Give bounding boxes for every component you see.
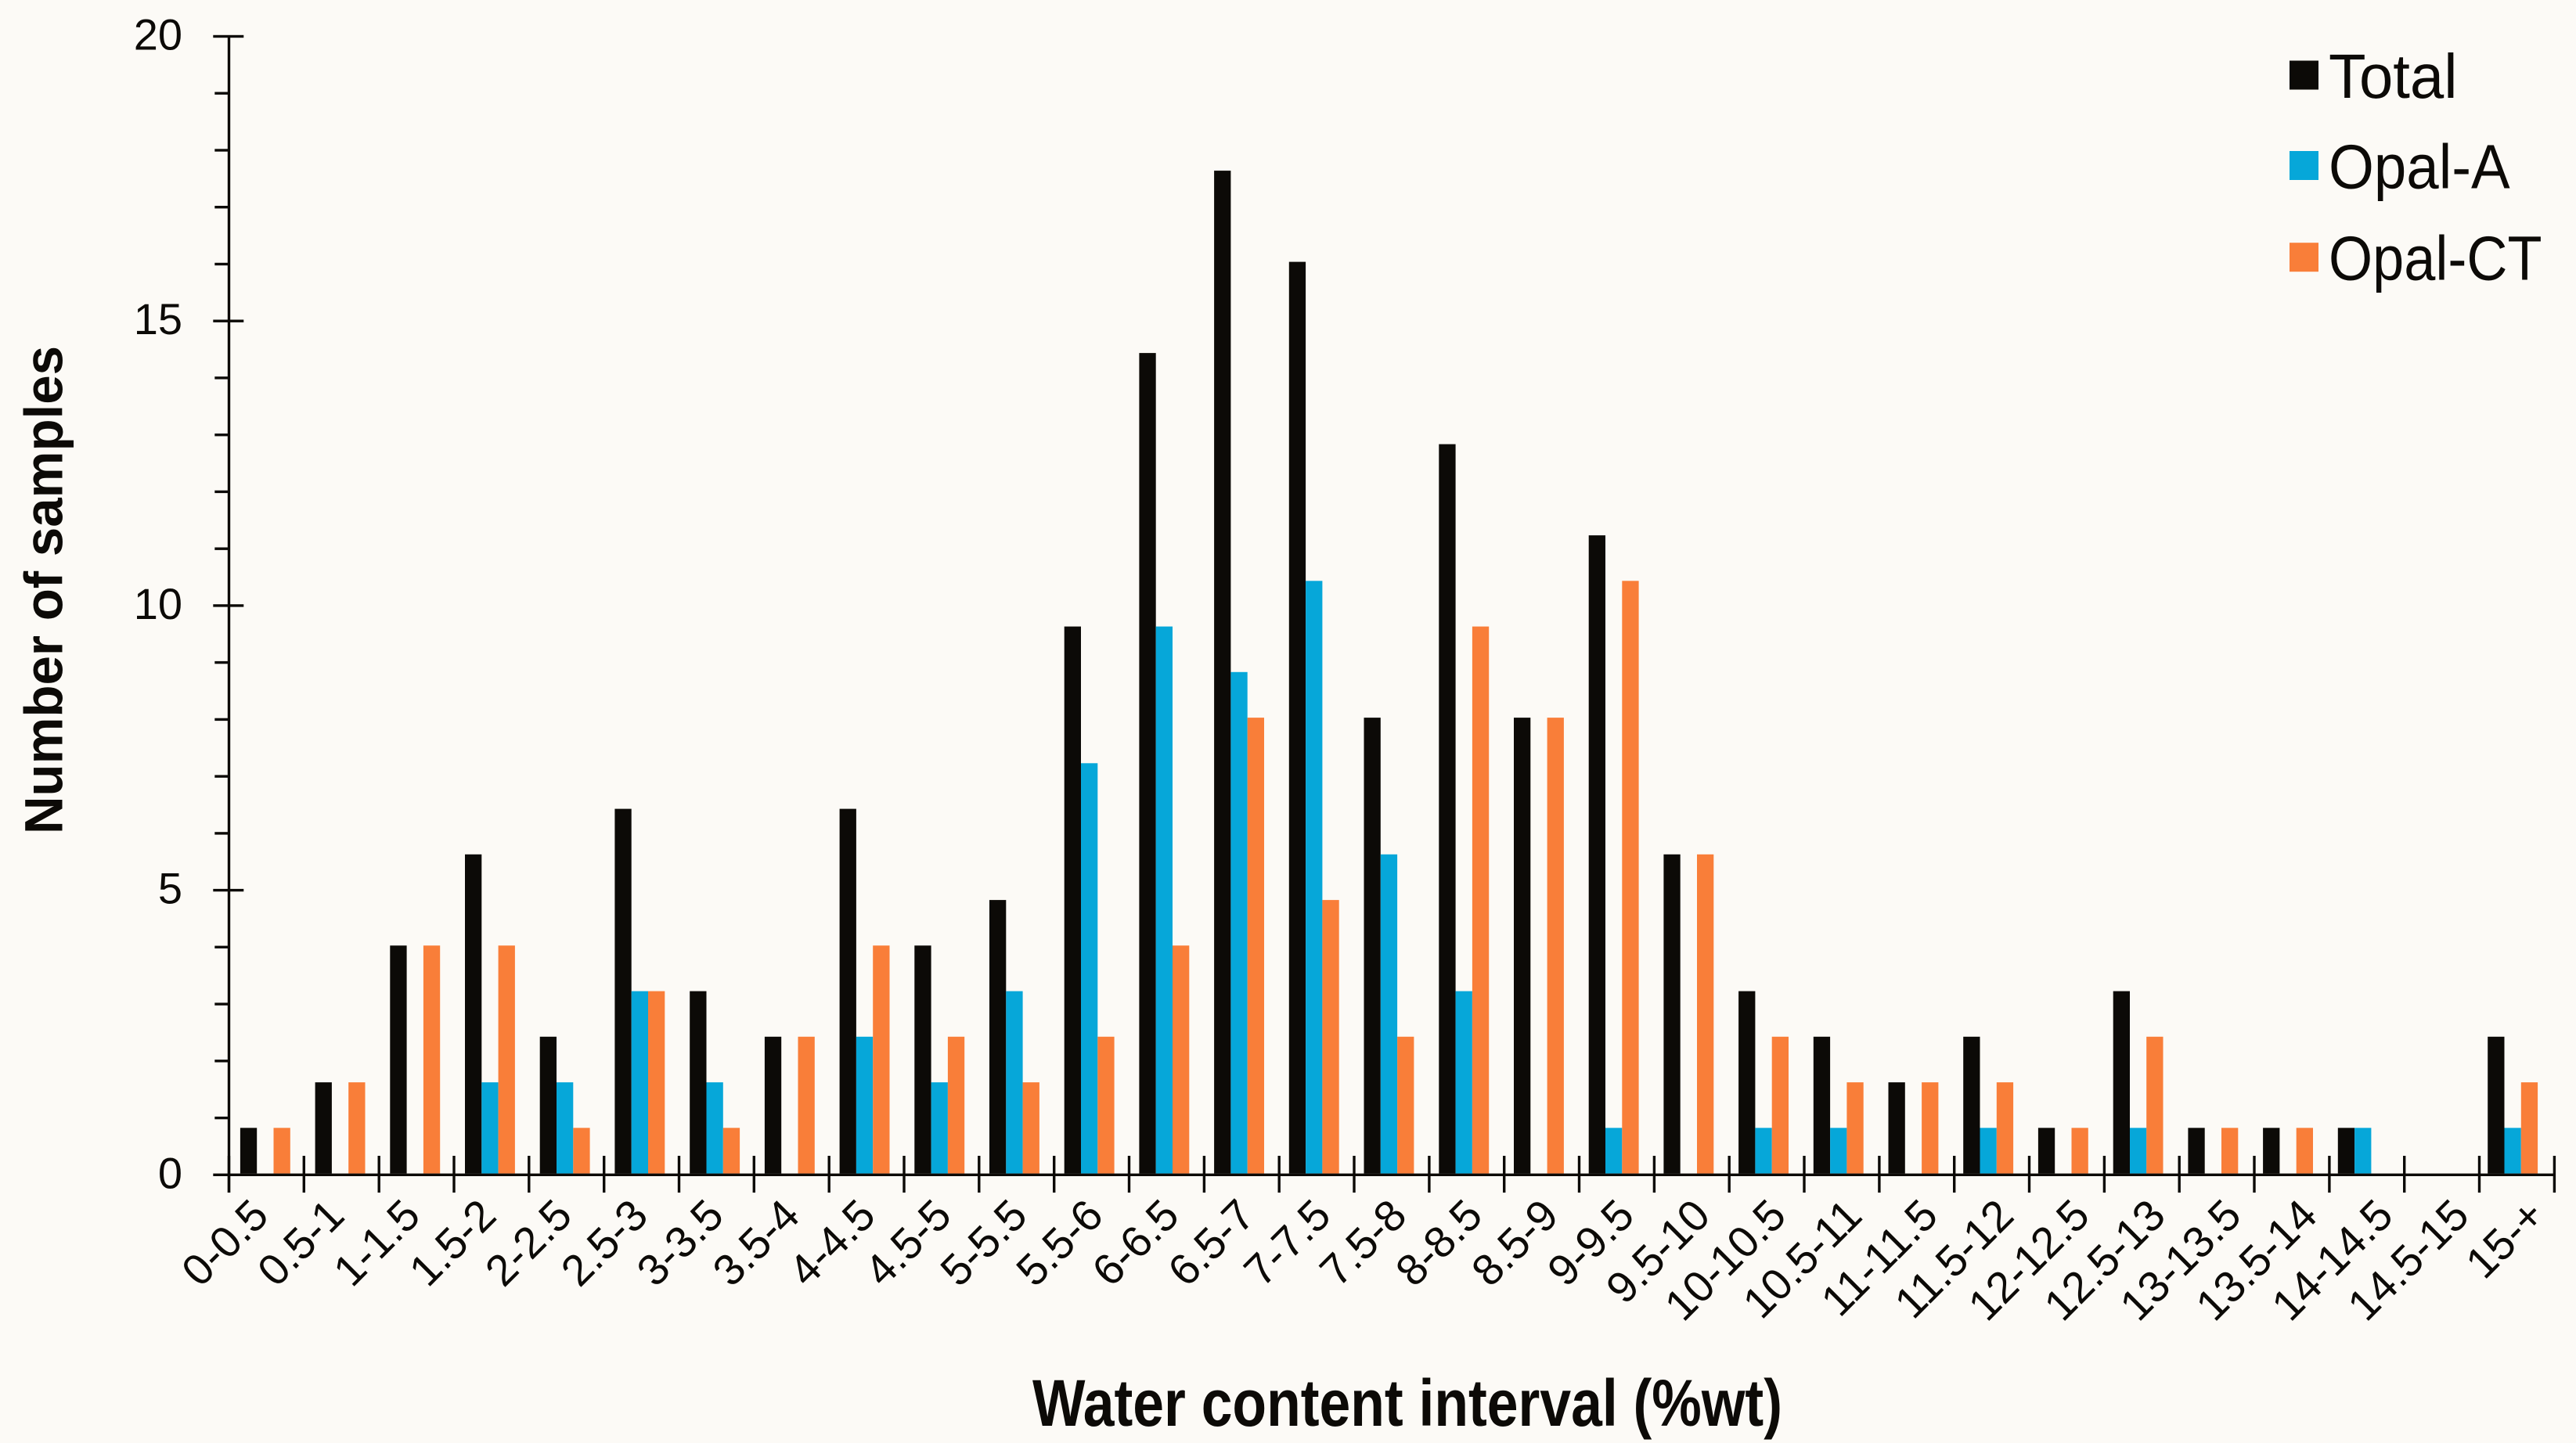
svg-text:Opal-CT: Opal-CT: [2329, 224, 2542, 293]
svg-text:0: 0: [158, 1148, 182, 1197]
svg-text:Opal-A: Opal-A: [2329, 132, 2510, 202]
svg-text:5: 5: [158, 864, 182, 913]
svg-text:20: 20: [134, 10, 182, 59]
svg-text:15: 15: [134, 294, 182, 344]
svg-text:10: 10: [134, 579, 182, 628]
svg-text:Water content interval (%wt): Water content interval (%wt): [1032, 1366, 1782, 1440]
svg-text:Number of samples: Number of samples: [14, 346, 74, 834]
svg-text:Total: Total: [2329, 41, 2458, 111]
